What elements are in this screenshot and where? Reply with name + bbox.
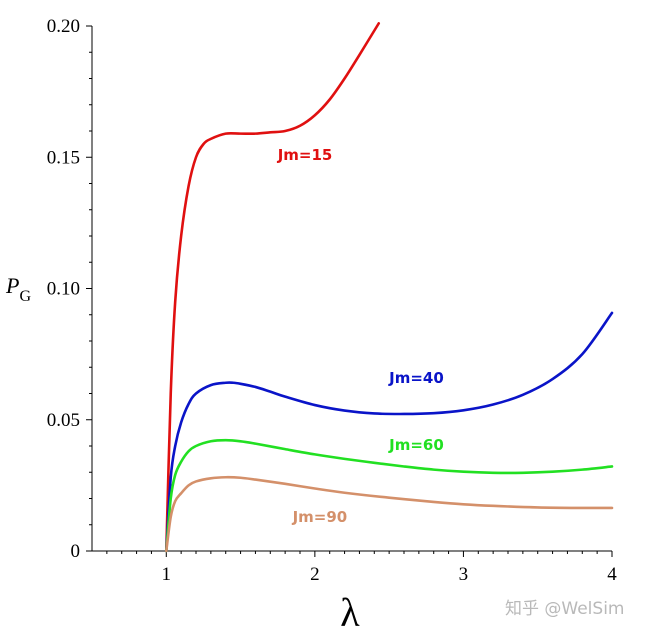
series-labels: Jm=15 Jm=40 Jm=60 Jm=90 <box>277 146 444 526</box>
series-label-4: Jm=90 <box>292 508 348 526</box>
y-axis-title: PG <box>5 273 31 305</box>
series-line-1 <box>164 22 381 553</box>
y-tick-label: 0.05 <box>47 410 80 431</box>
y-tick-label: 0.10 <box>47 279 80 300</box>
tick-labels: 0 0.05 0.10 0.15 0.20 1 2 3 4 <box>47 16 618 585</box>
series-label-2: Jm=40 <box>388 369 444 387</box>
x-axis-title: λ <box>340 590 360 635</box>
y-tick-label: 0 <box>71 541 81 562</box>
x-tick-label: 3 <box>459 564 469 585</box>
series-label-3: Jm=60 <box>388 436 444 454</box>
series-line-2 <box>164 311 614 553</box>
series-lines <box>164 22 614 553</box>
watermark: 知乎 @WelSim <box>505 599 624 619</box>
x-tick-label: 2 <box>310 564 320 585</box>
series-line-4 <box>164 475 614 553</box>
series-label-1: Jm=15 <box>277 146 333 164</box>
y-tick-label: 0.20 <box>47 16 80 37</box>
y-axis-title-main: P <box>5 273 19 298</box>
y-axis-title-sub: G <box>19 288 31 305</box>
y-tick-label: 0.15 <box>47 147 80 168</box>
x-tick-label: 4 <box>607 564 617 585</box>
series-line-3 <box>164 438 614 553</box>
ticks <box>86 25 613 557</box>
x-tick-label: 1 <box>162 564 172 585</box>
